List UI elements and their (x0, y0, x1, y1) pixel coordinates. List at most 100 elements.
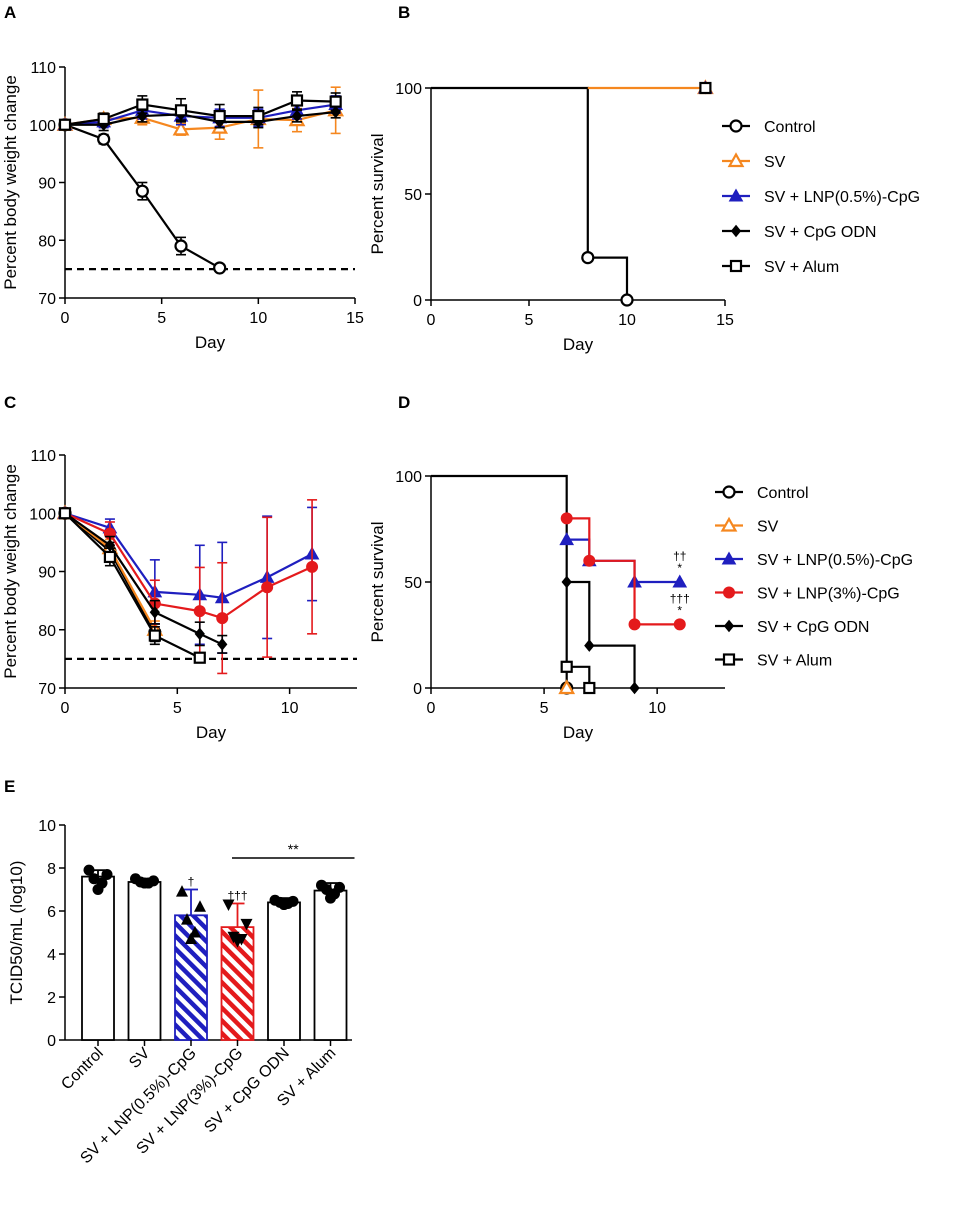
panel-letter-c: C (4, 393, 16, 412)
panel-e-bar-sv-lnp-0-5-cpg-data-point (194, 900, 206, 912)
panel-a-sv-alum-point (213, 109, 226, 123)
panel-e-y-tick-label: 10 (38, 818, 56, 835)
panel-a-sv-line (64, 109, 336, 131)
panel-a-sv-alum-point (136, 98, 149, 111)
panel-e-y-tick-label: 8 (47, 861, 56, 878)
panel-b-legend-sv-cpg-odn-label: SV + CpG ODN (764, 224, 876, 241)
panel-c-sv-cpg-odn-point (149, 605, 160, 619)
panel-e-y-tick-label: 4 (47, 947, 56, 964)
panel-b-legend-sv-alum-label: SV + Alum (764, 259, 839, 276)
panel-b-legend-sv-label: SV (764, 154, 786, 171)
panel-d-sv-lnp-3-cpg-series (560, 512, 686, 631)
panel-e-significance-mark: ††† (227, 888, 247, 902)
panel-e-bar-sv-lnp-3-cpg-data-point (240, 918, 253, 931)
panel-a-sv-alum-point (252, 109, 265, 123)
panel-d-x-tick-label: 10 (648, 700, 666, 717)
panel-b-x-tick-label: 5 (525, 312, 534, 329)
panel-d-sv-cpg-odn-point (629, 681, 640, 695)
panel-d-sv-point (558, 679, 576, 695)
panel-d-significance-mark: ††† (670, 591, 690, 605)
panel-e-bar-sv-cpg-odn (267, 901, 301, 1041)
panel-e-bar-sv-cpg-odn-group (267, 894, 301, 1041)
panel-c-sv-alum-point (103, 550, 117, 564)
panel-c-sv-lnp-0-5-cpg-line (64, 512, 313, 599)
panel-e-bar-sv-group (127, 873, 162, 1041)
panel-d-legend-sv-lnp-0-5-cpg-label: SV + LNP(0.5%)-CpG (757, 552, 913, 569)
panel-e-bar-sv-lnp-3-cpg-data-point (231, 936, 244, 948)
panel-c-sv-cpg-odn-point (194, 627, 205, 641)
panel-b-sv-alum-series (699, 81, 712, 95)
panel-c-y-axis-title: Percent body weight change (1, 464, 20, 679)
panel-d-y-tick-label: 50 (404, 575, 422, 592)
panel-c-sv-lnp-3-cpg-point (216, 612, 229, 625)
panel-c-sv-lnp-3-cpg-point (261, 581, 274, 594)
panel-a-x-tick-label: 5 (157, 310, 166, 327)
panel-a-x-tick-label: 10 (249, 310, 267, 327)
panel-a-sv-cpg-odn-point (291, 109, 303, 123)
panel-d-legend-sv-cpg-odn-swatch-marker (723, 619, 735, 633)
panel-c-sv-alum-point (148, 629, 161, 642)
panel-b-legend-sv-swatch-marker (727, 152, 745, 168)
panel-c-weight-chart: 70 80 90 100 110 0 5 10 Day Percent body weight c… (1, 448, 357, 742)
panel-d-legend-sv-swatch-marker (720, 516, 738, 532)
panel-b-sv-alum-point (699, 81, 712, 95)
panel-d-sv-series (558, 679, 576, 695)
panel-d-legend-sv-alum-swatch-marker (722, 653, 736, 666)
panel-e-bracket-label: ** (288, 841, 299, 857)
panel-a-x-tick-label: 0 (61, 310, 70, 327)
panel-d-sv-cpg-odn-step-line (566, 580, 636, 688)
panel-a-sv-alum-point (290, 94, 304, 107)
panel-d-significance-mark: * (677, 561, 682, 575)
panel-letter-e: E (4, 777, 15, 796)
panel-a-sv-alum-series (58, 91, 342, 131)
panel-a-y-tick-label: 100 (29, 118, 56, 135)
panel-b-x-tick-label: 15 (716, 312, 734, 329)
panel-d-significance-mark: * (677, 603, 682, 617)
panel-c-x-tick-label: 0 (61, 700, 70, 717)
panel-e-y-tick-label: 0 (47, 1033, 56, 1050)
panel-d-x-axis-title: Day (563, 723, 594, 742)
panel-b-y-tick-label: 50 (404, 187, 422, 204)
panel-d-sv-cpg-odn-point (561, 575, 572, 589)
panel-c-sv-cpg-odn-point (217, 638, 228, 651)
panel-d-legend: Control SV SV + LNP(0.5%)-CpG SV + LNP(3%)-… (715, 485, 913, 670)
panel-d-control-series (431, 474, 574, 695)
panel-b-control-series (431, 86, 634, 307)
panel-e-bar-sv-data-point (139, 877, 150, 889)
panel-e-bar-sv-lnp-0-5-cpg-group (174, 885, 208, 1041)
panel-d-x-tick-label: 0 (427, 700, 436, 717)
panel-c-y-tick-label: 100 (29, 506, 56, 523)
panel-c-x-tick-label: 5 (173, 700, 182, 717)
panel-d-legend-control-label: Control (757, 485, 809, 502)
panel-c-sv-lnp-3-cpg-line (64, 512, 313, 620)
panel-d-sv-cpg-odn-point (584, 639, 595, 652)
panel-a-control-point (213, 261, 227, 275)
panel-d-legend-sv-lnp-3-cpg-label: SV + LNP(3%)-CpG (757, 586, 900, 603)
panel-d-legend-sv-lnp-0-5-cpg-swatch-marker (721, 551, 737, 565)
panel-d-control-step-line (431, 474, 568, 688)
panel-d-y-axis-title: Percent survival (368, 522, 387, 643)
panel-b-control-point (620, 293, 634, 307)
panel-a-control-point (135, 184, 149, 198)
panel-d-sv-lnp-3-cpg-point (628, 618, 641, 631)
panel-a-y-tick-label: 110 (30, 60, 56, 77)
panel-b-y-axis-title: Percent survival (368, 134, 387, 255)
panel-d-sv-alum-point (560, 660, 573, 673)
panel-a-sv-alum-point (97, 112, 110, 126)
panel-c-y-tick-label: 110 (30, 448, 56, 465)
panel-a-weight-chart: 70 80 90 100 110 0 5 10 15 Day Percent body weight… (1, 60, 364, 352)
panel-e-bar-sv-alum-data-point (325, 892, 336, 904)
panel-d-y-tick-label: 0 (413, 681, 422, 698)
panel-c-y-tick-label: 80 (38, 623, 56, 640)
panel-e-bar-control (81, 875, 115, 1041)
panel-e-x-tick-label-sv-cpg-odn: SV + CpG ODN (201, 1045, 293, 1137)
panel-e-bar-sv (127, 881, 162, 1041)
panel-e-bar-sv-lnp-3-cpg-group (220, 899, 255, 1041)
panel-c-sv-lnp-3-cpg-point (306, 560, 319, 573)
panel-b-legend-control-label: Control (764, 119, 816, 136)
panel-a-y-axis-title: Percent body weight change (1, 75, 20, 290)
panel-a-sv-point (172, 120, 190, 136)
